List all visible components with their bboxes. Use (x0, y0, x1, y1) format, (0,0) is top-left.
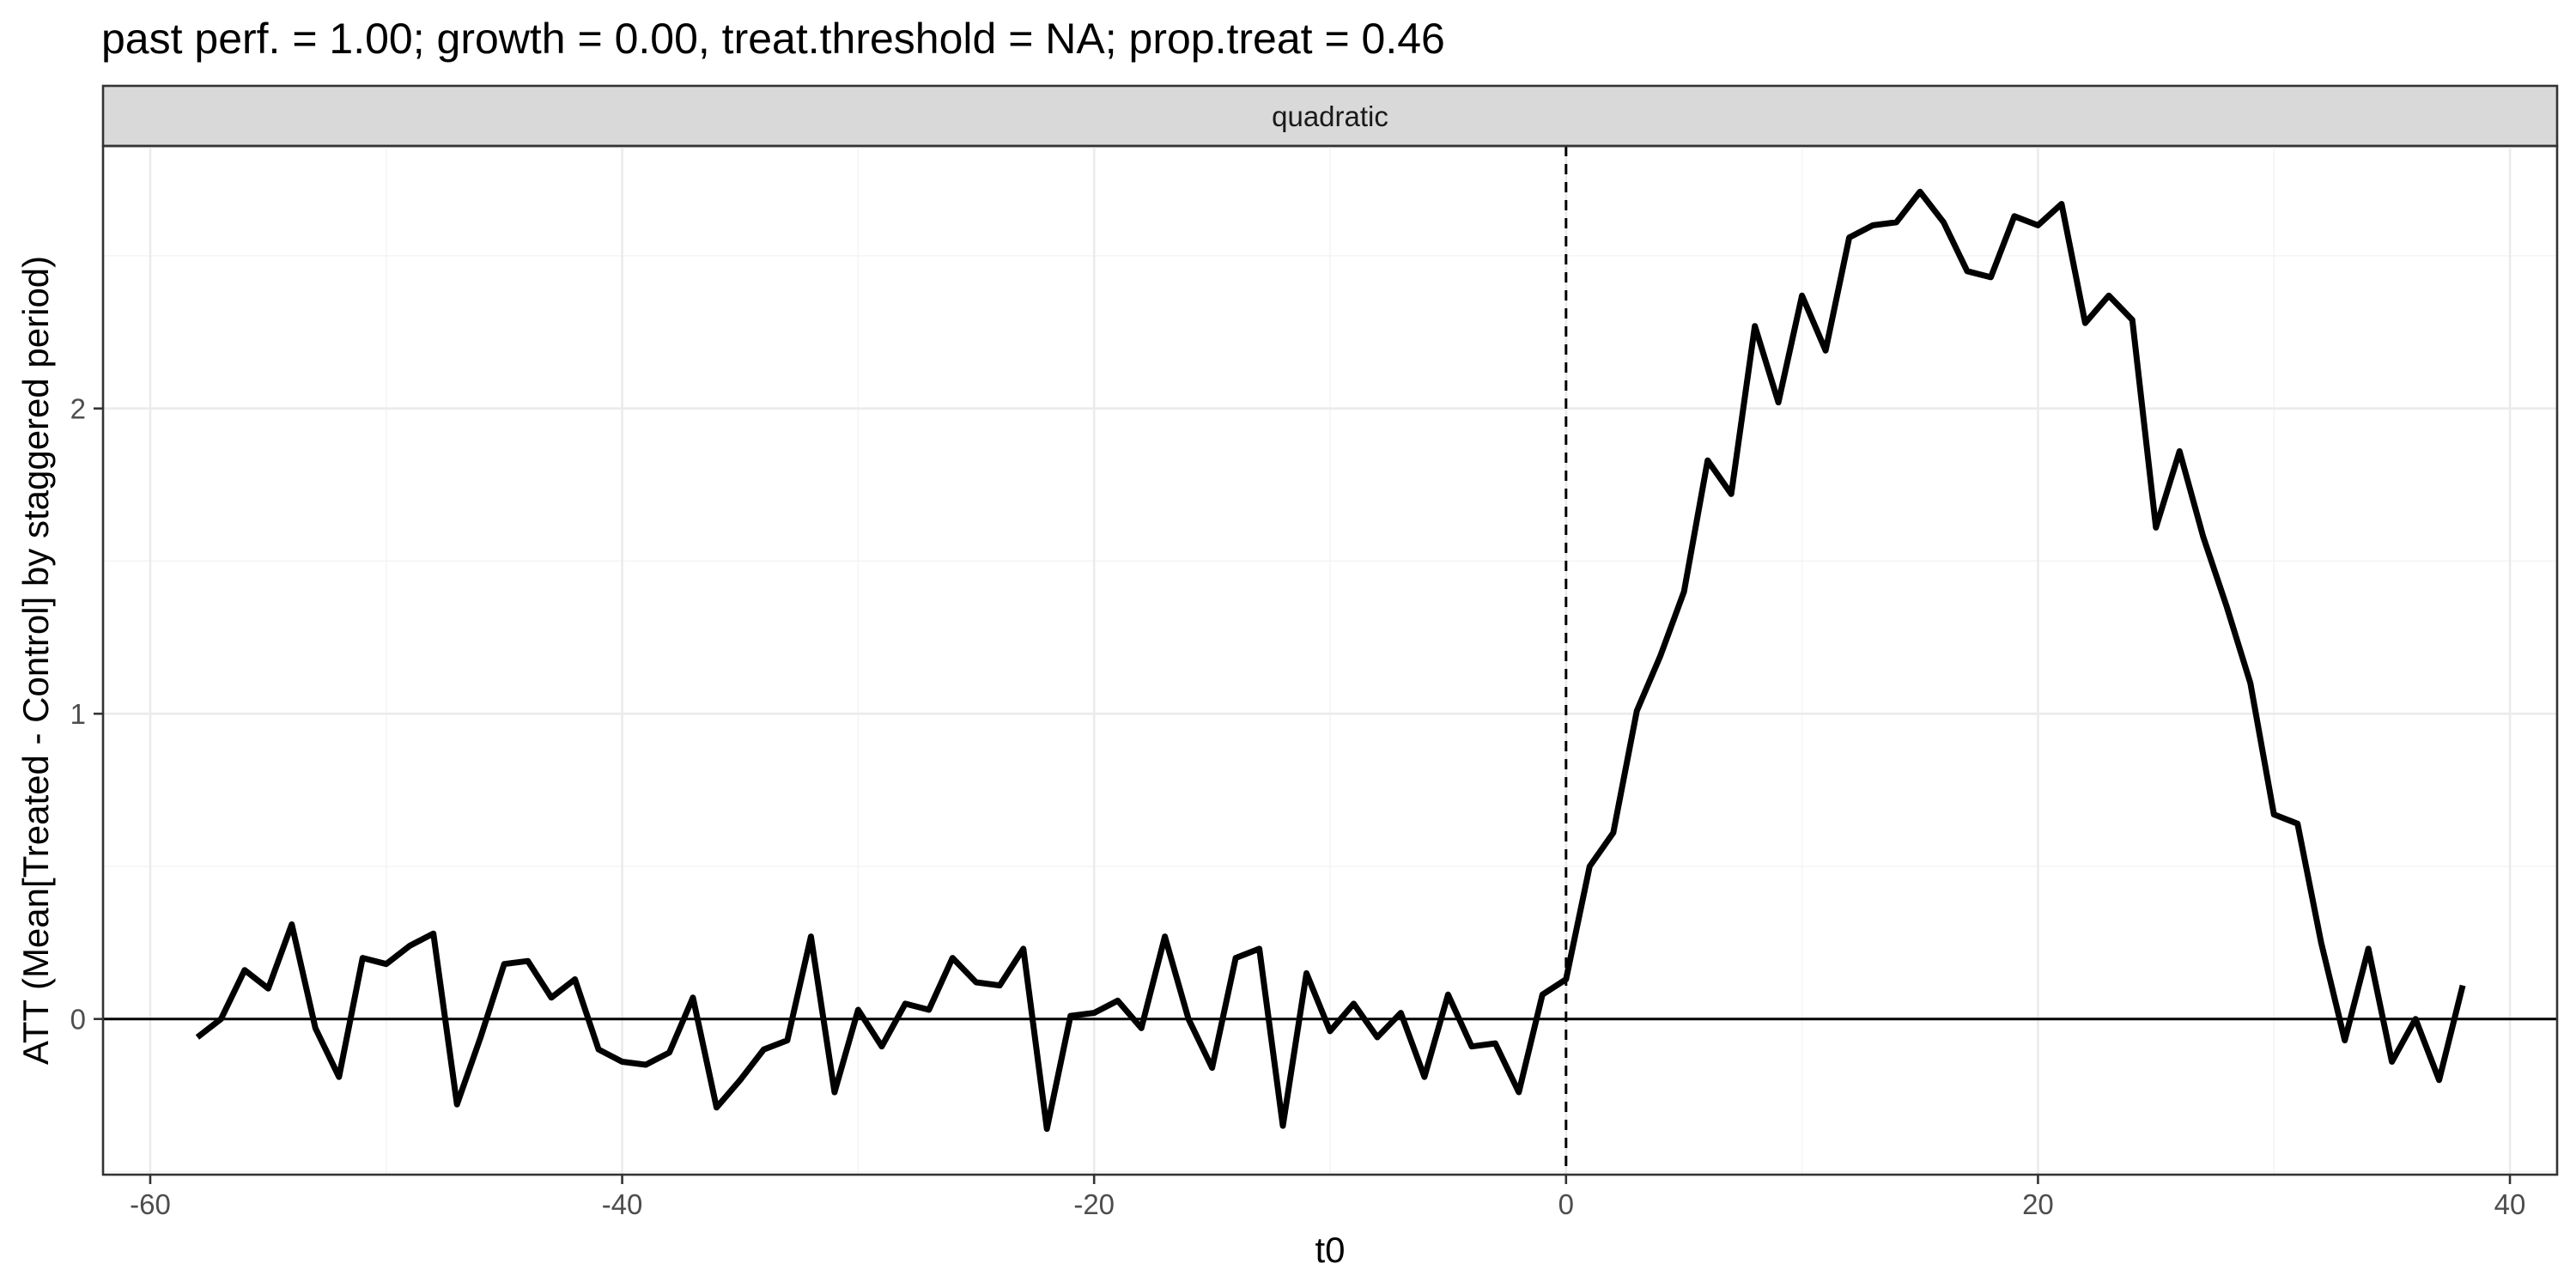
x-tick-label: -20 (1073, 1188, 1115, 1220)
facet-strip (101, 84, 2559, 148)
facet-strip-label: quadratic (1272, 100, 1388, 132)
y-tick-label: 2 (70, 393, 86, 425)
x-axis-title: t0 (1315, 1230, 1345, 1270)
reference-lines (103, 146, 2557, 1175)
series-layer (195, 188, 2466, 1133)
y-axis: 0 1 2 (70, 393, 103, 1036)
x-tick-label: 20 (2022, 1188, 2054, 1220)
y-tick-label: 0 (70, 1004, 86, 1036)
chart-title: past perf. = 1.00; growth = 0.00, treat.… (101, 15, 1445, 63)
x-tick-label: -40 (602, 1188, 643, 1220)
grid-lines (103, 146, 2557, 1175)
panel-border (101, 144, 2559, 1176)
x-tick-label: 0 (1558, 1188, 1574, 1220)
y-axis-title: ATT (Mean[Treated - Control] by staggere… (15, 256, 56, 1065)
x-axis: -60 -40 -20 0 20 40 (130, 1175, 2525, 1220)
x-tick-label: -60 (130, 1188, 171, 1220)
x-tick-label: 40 (2494, 1188, 2526, 1220)
y-tick-label: 1 (70, 698, 86, 730)
series-line-0 (195, 188, 2466, 1133)
